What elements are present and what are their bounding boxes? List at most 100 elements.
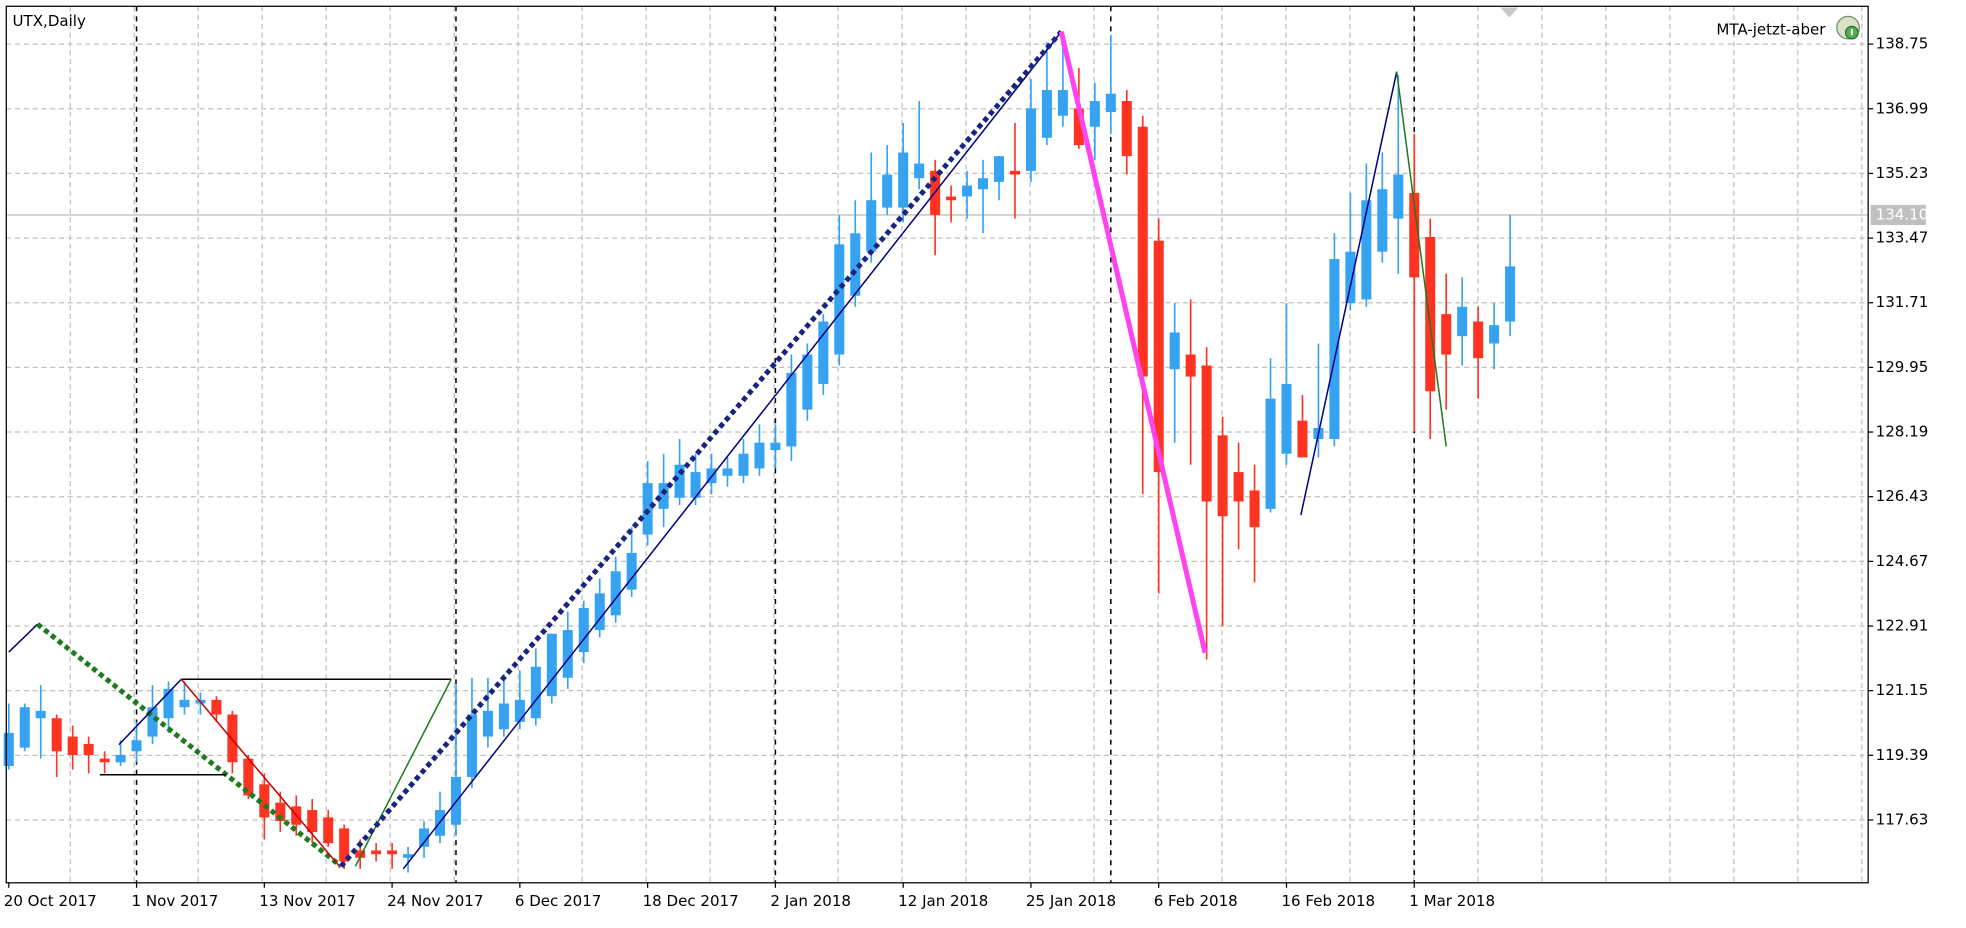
candle-body (1281, 383, 1292, 454)
candle-body (738, 453, 749, 476)
candle-body (403, 854, 414, 858)
candle-body (275, 802, 286, 822)
expert-icon (1836, 15, 1860, 40)
candle-body (978, 178, 989, 190)
y-tick-label: 124.67 (1876, 552, 1929, 570)
candle-body (115, 754, 126, 763)
marks (3, 29, 1516, 873)
candle-body (770, 442, 781, 451)
candle-body (1265, 398, 1276, 509)
candle-body (674, 464, 685, 498)
candle-body (642, 483, 653, 535)
candle-body (1409, 192, 1420, 278)
candle-body (323, 817, 334, 844)
expert-name: MTA-jetzt-aber (1716, 21, 1826, 39)
candle-body (83, 743, 94, 755)
candle-body (482, 710, 493, 737)
y-tick-label: 119.39 (1876, 746, 1929, 764)
candle-body (3, 732, 14, 766)
candle-body (882, 174, 893, 208)
candle-body (243, 758, 254, 796)
y-tick-label: 133.47 (1876, 229, 1929, 247)
candle-body (786, 372, 797, 447)
candle-body (466, 714, 477, 777)
x-tick-label: 2 Jan 2018 (770, 892, 851, 910)
candle-body (1185, 354, 1196, 377)
candle-body (163, 688, 174, 719)
candle-body (1137, 126, 1148, 377)
plot-frame (5, 5, 1869, 884)
candle-body (594, 593, 605, 631)
candle-body (993, 156, 1005, 182)
candle-body (1041, 90, 1052, 138)
candle-body (1345, 251, 1356, 304)
current-price-box (1870, 204, 1926, 225)
current-price-label: 134.10 (1876, 205, 1929, 223)
candle-body (1297, 420, 1308, 458)
candle-body (211, 699, 222, 715)
x-tick-label: 12 Jan 2018 (898, 892, 988, 910)
x-tick-label: 18 Dec 2017 (643, 892, 739, 910)
candle-body (866, 200, 877, 252)
candle-body (387, 850, 398, 855)
candle-body (1105, 93, 1116, 113)
candle-body (530, 666, 541, 719)
candle-body (355, 850, 366, 858)
candle-body (35, 710, 46, 719)
shift-marker (1500, 7, 1519, 18)
overlay-line (1058, 31, 1208, 654)
x-tick-label: 6 Dec 2017 (515, 892, 602, 910)
y-tick-label: 136.99 (1876, 99, 1929, 117)
candle-body (67, 736, 78, 755)
overlay-line (1300, 71, 1398, 516)
candle-body (754, 442, 765, 469)
candle-body (946, 196, 957, 201)
overlay-line (339, 29, 1064, 868)
candle-body (1361, 200, 1372, 300)
x-tick-label: 13 Nov 2017 (259, 892, 355, 910)
candle-body (1233, 472, 1244, 502)
candle-body (419, 828, 430, 847)
candle-body (498, 703, 509, 730)
candle-body (562, 630, 573, 678)
candle-body (690, 472, 701, 498)
candle-body (131, 740, 142, 752)
candle-body (1089, 101, 1100, 127)
candle-body (147, 707, 158, 737)
candle-body (1153, 240, 1164, 473)
candle-body (1441, 314, 1452, 355)
candle-body (1057, 90, 1068, 116)
candle-body (914, 163, 925, 179)
x-tick-label: 1 Nov 2017 (132, 892, 219, 910)
y-tick-label: 129.95 (1876, 358, 1929, 376)
overlay-line (118, 678, 182, 746)
candle-body (179, 699, 190, 708)
overlay-line (402, 31, 1062, 870)
y-tick-label: 121.15 (1876, 681, 1929, 699)
candle-body (546, 633, 557, 697)
y-tick-label: 122.91 (1876, 617, 1929, 635)
x-tick-label: 6 Feb 2018 (1154, 892, 1238, 910)
candle-body (1457, 306, 1468, 337)
y-tick-label: 135.23 (1876, 164, 1929, 182)
y-tick-label: 128.19 (1876, 423, 1929, 441)
candle-body (1425, 236, 1436, 392)
candle-body (514, 699, 525, 722)
x-tick-label: 24 Nov 2017 (387, 892, 483, 910)
candle-body (626, 552, 637, 590)
candle-body (19, 707, 30, 748)
candle-body (371, 850, 382, 855)
candle-body (898, 152, 909, 208)
candle-body (307, 810, 318, 833)
y-tick-label: 138.75 (1876, 35, 1929, 53)
candle-body (658, 483, 669, 509)
x-tick-label: 16 Feb 2018 (1281, 892, 1375, 910)
y-tick-label: 131.71 (1876, 293, 1929, 311)
candle-body (1473, 321, 1484, 359)
candle-body (834, 244, 845, 355)
x-tick-label: 20 Oct 2017 (4, 892, 97, 910)
candle-body (227, 714, 238, 763)
